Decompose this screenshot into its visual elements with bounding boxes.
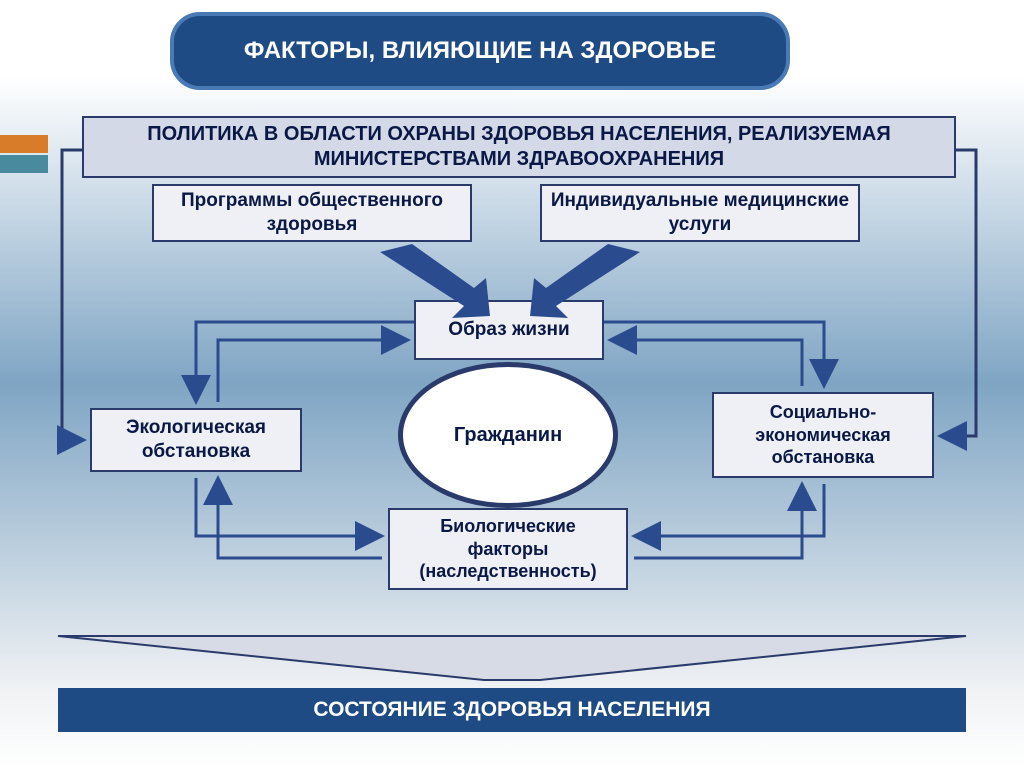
policy-header-text: ПОЛИТИКА В ОБЛАСТИ ОХРАНЫ ЗДОРОВЬЯ НАСЕЛ… [92,122,946,172]
main-title-text: ФАКТОРЫ, ВЛИЯЮЩИЕ НА ЗДОРОВЬЕ [244,37,716,65]
arrow-social-biology [634,484,824,536]
arrow-lifestyle-ecology [196,322,414,402]
programs-text: Программы общественного здоровья [162,189,462,237]
arrow-ecology-biology [196,478,382,536]
chevron-shape [58,636,966,680]
accent-bar-orange [0,135,48,153]
programs-box: Программы общественного здоровья [152,184,472,242]
arrow-ecology-lifestyle [218,340,408,402]
services-text: Индивидуальные медицинские услуги [550,189,850,237]
bottom-bar: СОСТОЯНИЕ ЗДОРОВЬЯ НАСЕЛЕНИЯ [58,688,966,732]
social-text: Социально-экономическая обстановка [722,401,924,469]
lifestyle-box: Образ жизни [414,300,604,360]
lifestyle-text: Образ жизни [448,318,569,342]
arrow-lifestyle-social [604,322,824,386]
main-title: ФАКТОРЫ, ВЛИЯЮЩИЕ НА ЗДОРОВЬЕ [170,12,790,90]
social-box: Социально-экономическая обстановка [712,392,934,478]
services-box: Индивидуальные медицинские услуги [540,184,860,242]
policy-header-box: ПОЛИТИКА В ОБЛАСТИ ОХРАНЫ ЗДОРОВЬЯ НАСЕЛ… [82,116,956,178]
arrow-biology-social [634,484,802,558]
accent-bar-teal [0,155,48,173]
biology-text: Биологические факторы (наследственность) [398,515,618,583]
arrow-social-lifestyle [610,340,802,386]
biology-box: Биологические факторы (наследственность) [388,508,628,590]
arrow-biology-ecology [218,478,382,558]
outer-left-path [62,150,84,440]
outer-right-path [940,150,976,436]
citizen-text: Гражданин [454,424,562,447]
citizen-circle: Гражданин [398,362,618,508]
ecology-text: Экологическая обстановка [100,416,292,464]
ecology-box: Экологическая обстановка [90,408,302,472]
bottom-bar-text: СОСТОЯНИЕ ЗДОРОВЬЯ НАСЕЛЕНИЯ [313,698,710,722]
